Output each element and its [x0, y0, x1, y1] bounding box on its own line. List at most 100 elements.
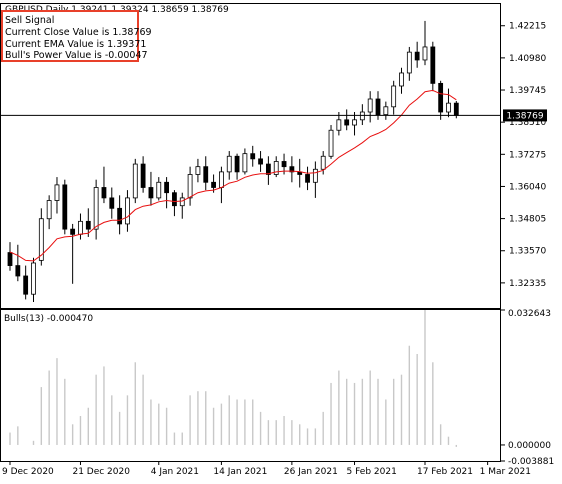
candle-body: [23, 275, 29, 295]
candle: [109, 187, 115, 219]
time-axis: 9 Dec 2020 21 Dec 2020 4 Jan 2021 14 Jan 20…: [2, 461, 531, 477]
candle-body: [344, 119, 350, 126]
candle: [242, 148, 248, 175]
time-tick-label: 4 Jan 2021: [151, 467, 199, 477]
candle: [312, 161, 318, 198]
time-tick-label: 14 Jan 2021: [213, 467, 267, 477]
candle-body: [438, 82, 444, 113]
candle-body: [226, 155, 232, 173]
candle: [62, 179, 68, 235]
candle: [15, 244, 21, 282]
candle: [219, 166, 224, 204]
candle-body: [125, 197, 130, 225]
candle-body: [289, 166, 295, 173]
price-tick-label: 1.32335: [509, 279, 546, 289]
candle-body: [328, 129, 334, 157]
candle: [23, 265, 29, 300]
candle-body: [31, 262, 36, 295]
candle-body: [422, 46, 428, 61]
indicator-tick-label: 0.032643: [508, 309, 551, 319]
candle: [359, 104, 365, 126]
candle-body: [101, 187, 107, 199]
candle-body: [164, 181, 170, 194]
candle-body: [211, 181, 216, 188]
candle-body: [54, 184, 60, 201]
price-tick-label: 1.36040: [509, 182, 546, 192]
candle: [305, 166, 310, 191]
candle: [430, 41, 436, 92]
candle-body: [38, 218, 44, 261]
candle: [132, 158, 138, 204]
candle-body: [117, 207, 123, 225]
candle-body: [265, 163, 271, 175]
candle-body: [258, 158, 263, 165]
candle: [203, 156, 209, 191]
price-tick-label: 1.33570: [509, 247, 546, 257]
candle-body: [305, 174, 310, 183]
main-chart-frame: [0, 3, 501, 309]
candle-body: [15, 265, 21, 277]
candle: [117, 195, 123, 235]
candle-body: [414, 51, 420, 61]
ema-line: [9, 89, 457, 262]
comment-line-ema: Current EMA Value is 1.39371: [5, 39, 146, 50]
candle: [250, 145, 256, 167]
candle: [383, 101, 389, 120]
candle-body: [172, 192, 177, 207]
candle-body: [336, 119, 342, 131]
candle-body: [399, 72, 404, 87]
candle-body: [7, 252, 13, 266]
time-tick-label: 5 Feb 2021: [347, 467, 397, 477]
candle-body: [93, 187, 99, 230]
indicator-tick-label: 0.000000: [508, 441, 551, 451]
candle: [265, 156, 271, 185]
price-tick-label: 1.42215: [509, 22, 546, 32]
candle: [54, 177, 60, 214]
candle: [399, 67, 404, 94]
bulls-power-bars: [9, 310, 458, 447]
candle: [46, 195, 52, 230]
candle-body: [320, 155, 326, 170]
candle: [38, 208, 44, 266]
price-tick-label: 1.37275: [509, 150, 546, 160]
candle-body: [156, 181, 162, 199]
time-tick-label: 21 Dec 2020: [72, 467, 130, 477]
candle: [446, 88, 451, 118]
candle: [93, 179, 99, 240]
candle-body: [391, 85, 397, 108]
candle: [164, 177, 170, 209]
time-tick-label: 1 Mar 2021: [480, 467, 531, 477]
comment-line-bulls-power: Bull's Power Value is -0.00047: [5, 50, 148, 61]
price-tick-label: 1.39745: [509, 86, 546, 96]
candle-body: [250, 153, 256, 160]
candle-body: [140, 163, 146, 188]
candle-body: [453, 102, 459, 116]
candle: [328, 125, 334, 159]
candle-body: [242, 153, 248, 173]
candle-body: [383, 106, 389, 116]
price-tick-label: 1.34805: [509, 215, 546, 225]
candle-body: [85, 220, 91, 230]
candle: [234, 153, 240, 180]
indicator-axis: 0.032643 0.000000 -0.003881: [501, 309, 554, 467]
candle-body: [234, 155, 240, 173]
current-price-tag: [503, 109, 547, 122]
comment-box: [1, 10, 139, 62]
candle: [125, 190, 130, 232]
candle: [438, 80, 444, 120]
candle-body: [281, 161, 287, 168]
candle-body: [70, 228, 76, 235]
candle: [414, 41, 420, 68]
price-tick-label: 1.38510: [509, 118, 546, 128]
current-price-tag-text: 1.38769: [506, 111, 543, 121]
candle-body: [46, 200, 52, 220]
candle: [195, 158, 201, 183]
candle: [148, 171, 154, 206]
candle-body: [312, 168, 318, 183]
candle: [85, 208, 91, 237]
candle: [31, 257, 36, 303]
candle: [7, 242, 13, 271]
candle: [406, 46, 412, 81]
candle: [140, 156, 146, 193]
